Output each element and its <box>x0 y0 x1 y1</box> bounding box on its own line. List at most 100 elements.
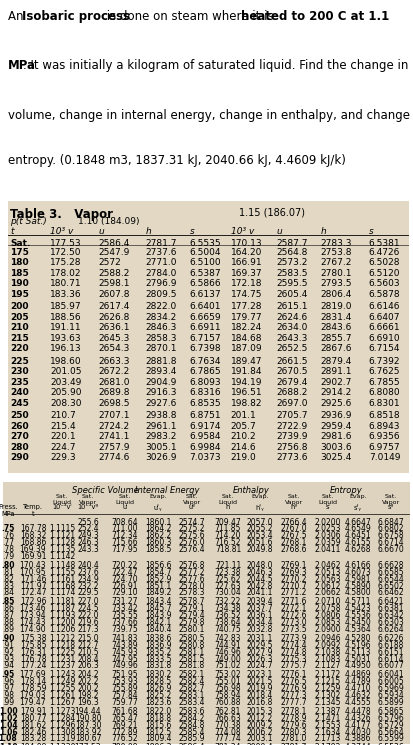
Text: 235: 235 <box>10 378 29 387</box>
Text: 2049.8: 2049.8 <box>247 545 273 554</box>
Text: 246.3: 246.3 <box>77 538 99 547</box>
Text: 1862.2: 1862.2 <box>145 531 171 540</box>
Text: 1856.6: 1856.6 <box>145 561 171 570</box>
Text: 170.95: 170.95 <box>20 568 46 577</box>
Text: 6.6910: 6.6910 <box>369 334 401 343</box>
Text: 1.1273: 1.1273 <box>49 707 75 716</box>
Text: 6.7634: 6.7634 <box>190 357 221 366</box>
Text: 2681.0: 2681.0 <box>98 378 130 387</box>
Text: Isobaric process: Isobaric process <box>22 10 130 23</box>
Text: 2576.8: 2576.8 <box>179 561 205 570</box>
Text: 739.75: 739.75 <box>112 625 138 634</box>
Text: 2.0612: 2.0612 <box>315 582 341 591</box>
Text: .95: .95 <box>1 670 14 679</box>
Text: 4.4555: 4.4555 <box>344 698 371 707</box>
Text: 2015.3: 2015.3 <box>247 707 273 716</box>
Text: 10³ v: 10³ v <box>230 227 254 236</box>
Text: 2578.0: 2578.0 <box>179 582 205 591</box>
Text: 736.52: 736.52 <box>215 611 241 620</box>
Text: 2870.1: 2870.1 <box>145 344 177 353</box>
Text: 1818.8: 1818.8 <box>145 714 171 723</box>
Text: 2582.7: 2582.7 <box>179 684 205 693</box>
Text: 250: 250 <box>10 411 29 420</box>
Text: u: u <box>277 227 282 236</box>
Text: 766.63: 766.63 <box>215 714 241 723</box>
Text: 4.5364: 4.5364 <box>344 625 371 634</box>
Text: 2.1302: 2.1302 <box>315 691 341 700</box>
Text: 2737.6: 2737.6 <box>145 248 177 257</box>
Text: 171.97: 171.97 <box>20 582 46 591</box>
Text: 177.28: 177.28 <box>230 302 262 311</box>
Text: 723.38: 723.38 <box>215 568 241 577</box>
Text: 6.7154: 6.7154 <box>369 344 400 353</box>
Text: 2053.4: 2053.4 <box>247 531 273 540</box>
Text: 709.47: 709.47 <box>215 518 241 527</box>
Text: 177.69: 177.69 <box>20 670 46 679</box>
Text: 4.5800: 4.5800 <box>345 589 371 597</box>
Text: 6.6544: 6.6544 <box>377 574 404 583</box>
Text: 761.68: 761.68 <box>112 707 138 716</box>
Text: 2724.2: 2724.2 <box>98 422 130 431</box>
Text: 780.09: 780.09 <box>112 744 138 745</box>
Text: 2576.4: 2576.4 <box>179 545 205 554</box>
Text: MPa: MPa <box>8 60 36 72</box>
Text: 741.83: 741.83 <box>112 634 138 643</box>
Text: .93: .93 <box>2 655 14 664</box>
Text: 1835.2: 1835.2 <box>145 647 171 656</box>
Text: 6.7865: 6.7865 <box>190 367 221 376</box>
Text: 189.47: 189.47 <box>230 357 262 366</box>
Text: 6.5004: 6.5004 <box>190 248 221 257</box>
Text: 208.4: 208.4 <box>77 655 99 664</box>
Text: 229.5: 229.5 <box>77 589 99 597</box>
Text: 2039.4: 2039.4 <box>247 597 273 606</box>
Text: 2.0200: 2.0200 <box>315 518 341 527</box>
Text: . It was initially a kilogram of saturated liquid. Find the change in: . It was initially a kilogram of saturat… <box>23 60 409 72</box>
Text: Entropy: Entropy <box>330 486 363 495</box>
Text: 4.5423: 4.5423 <box>345 604 371 613</box>
Text: 2663.3: 2663.3 <box>98 357 130 366</box>
Text: 2615.1: 2615.1 <box>277 302 308 311</box>
Text: 175: 175 <box>10 248 29 257</box>
Text: 196.13: 196.13 <box>50 344 82 353</box>
Text: Table 3.   Vapor: Table 3. Vapor <box>10 208 113 221</box>
Text: 2652.5: 2652.5 <box>277 344 308 353</box>
Text: 2768.1: 2768.1 <box>281 538 307 547</box>
Text: 2767.2: 2767.2 <box>321 259 352 267</box>
Text: 2036.1: 2036.1 <box>247 611 273 620</box>
Text: 172.96: 172.96 <box>20 597 46 606</box>
Text: 734.38: 734.38 <box>215 604 241 613</box>
Text: 2893.4: 2893.4 <box>145 367 177 376</box>
Text: .88: .88 <box>2 618 14 627</box>
Text: 2784.0: 2784.0 <box>145 269 177 278</box>
Text: sᶠᵧ: sᶠᵧ <box>354 504 362 511</box>
Text: 191.84: 191.84 <box>230 367 262 376</box>
Text: Evap.: Evap. <box>149 494 167 498</box>
Text: 1806.3: 1806.3 <box>145 744 171 745</box>
Text: 1.1237: 1.1237 <box>49 662 75 671</box>
Text: entropy. (0.1848 m3, 1837.31 kJ, 2040.66 kJ, 4.4609 kJ/k): entropy. (0.1848 m3, 1837.31 kJ, 2040.66… <box>8 154 346 167</box>
Text: 178.02: 178.02 <box>50 269 82 278</box>
Text: 2.0563: 2.0563 <box>315 574 341 583</box>
Text: 219.6: 219.6 <box>77 618 99 627</box>
Text: Internal Energy: Internal Energy <box>135 486 199 495</box>
Text: 6.6911: 6.6911 <box>190 323 221 332</box>
Text: 1.1308: 1.1308 <box>49 728 75 737</box>
Text: 2584.8: 2584.8 <box>179 720 205 729</box>
Text: 6.6188: 6.6188 <box>378 641 404 650</box>
Text: 2.0253: 2.0253 <box>315 524 341 533</box>
Text: 1.1115: 1.1115 <box>49 524 75 533</box>
Text: 726.91: 726.91 <box>112 582 138 591</box>
Text: 2773.6: 2773.6 <box>277 454 308 463</box>
Text: 6.5664: 6.5664 <box>377 728 404 737</box>
Text: 4.6166: 4.6166 <box>345 561 371 570</box>
Text: 2654.3: 2654.3 <box>98 344 130 353</box>
Text: 210.2: 210.2 <box>230 432 256 442</box>
Text: 220: 220 <box>10 344 29 353</box>
Text: 178.59: 178.59 <box>20 684 46 693</box>
Text: 1.1243: 1.1243 <box>49 670 75 679</box>
Text: 742.83: 742.83 <box>215 634 241 643</box>
Text: 1.1187: 1.1187 <box>49 604 75 613</box>
Text: 6.6758: 6.6758 <box>377 531 404 540</box>
Text: 4.4632: 4.4632 <box>345 691 371 700</box>
Text: 2626.8: 2626.8 <box>98 313 130 322</box>
